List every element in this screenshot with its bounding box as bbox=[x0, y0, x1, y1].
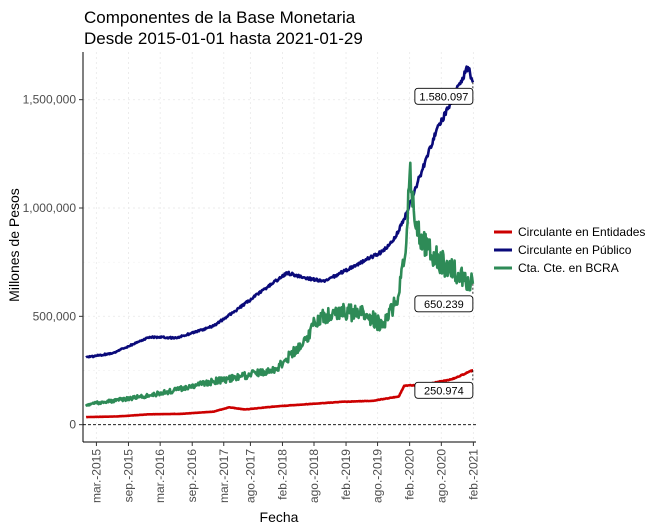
y-axis-title: Millones de Pesos bbox=[6, 188, 22, 302]
x-tick-label: feb.-2021 bbox=[466, 449, 480, 500]
x-tick-label: sep.-2015 bbox=[121, 449, 135, 503]
legend: Circulante en Entidades Circulante en Púb… bbox=[494, 225, 645, 275]
callout-value: 1.580.097 bbox=[419, 91, 468, 103]
x-tick-label: ago.-2017 bbox=[243, 449, 257, 503]
callout-box bbox=[414, 381, 474, 399]
x-axis-ticks: mar.-2015 sep.-2015 mar.-2016 sep.-2016 mar.… bbox=[89, 442, 480, 503]
y-tick-label: 1,500,000 bbox=[23, 93, 77, 107]
legend-label: Circulante en Entidades bbox=[518, 225, 645, 239]
callout-box bbox=[414, 87, 474, 105]
x-tick-label: mar.-2016 bbox=[153, 449, 167, 503]
x-tick-label: ago.-2019 bbox=[371, 449, 385, 503]
value-callouts: 250.974 1.580.097 650.239 bbox=[414, 82, 474, 399]
legend-label: Cta. Cte. en BCRA bbox=[518, 261, 619, 275]
callout-box bbox=[414, 295, 474, 313]
x-tick-label: ago.-2020 bbox=[434, 449, 448, 503]
y-tick-label: 1,000,000 bbox=[23, 201, 77, 215]
callout-value: 650.239 bbox=[424, 299, 464, 311]
x-tick-label: sep.-2016 bbox=[185, 449, 199, 503]
x-tick-label: ago.-2018 bbox=[307, 449, 321, 503]
series-layer bbox=[84, 65, 475, 419]
series-line-2 bbox=[84, 161, 475, 407]
y-tick-label: 500,000 bbox=[33, 309, 77, 323]
x-tick-label: feb.-2020 bbox=[403, 449, 417, 500]
series-line-0 bbox=[85, 369, 474, 419]
chart-subtitle: Desde 2015-01-01 hasta 2021-01-29 bbox=[84, 29, 363, 48]
axes bbox=[82, 52, 476, 443]
legend-label: Circulante en Público bbox=[518, 243, 632, 257]
x-tick-label: mar.-2015 bbox=[89, 449, 103, 503]
x-axis-title: Fecha bbox=[260, 509, 299, 525]
callout-value: 250.974 bbox=[424, 385, 464, 397]
x-tick-label: feb.-2019 bbox=[339, 449, 353, 500]
x-tick-label: mar.-2017 bbox=[217, 449, 231, 503]
chart-title: Componentes de la Base Monetaria bbox=[84, 8, 356, 27]
x-tick-label: feb.-2018 bbox=[275, 449, 289, 500]
y-tick-label: 0 bbox=[69, 418, 76, 432]
y-axis-ticks: 0 500,000 1,000,000 1,500,000 bbox=[23, 93, 83, 432]
